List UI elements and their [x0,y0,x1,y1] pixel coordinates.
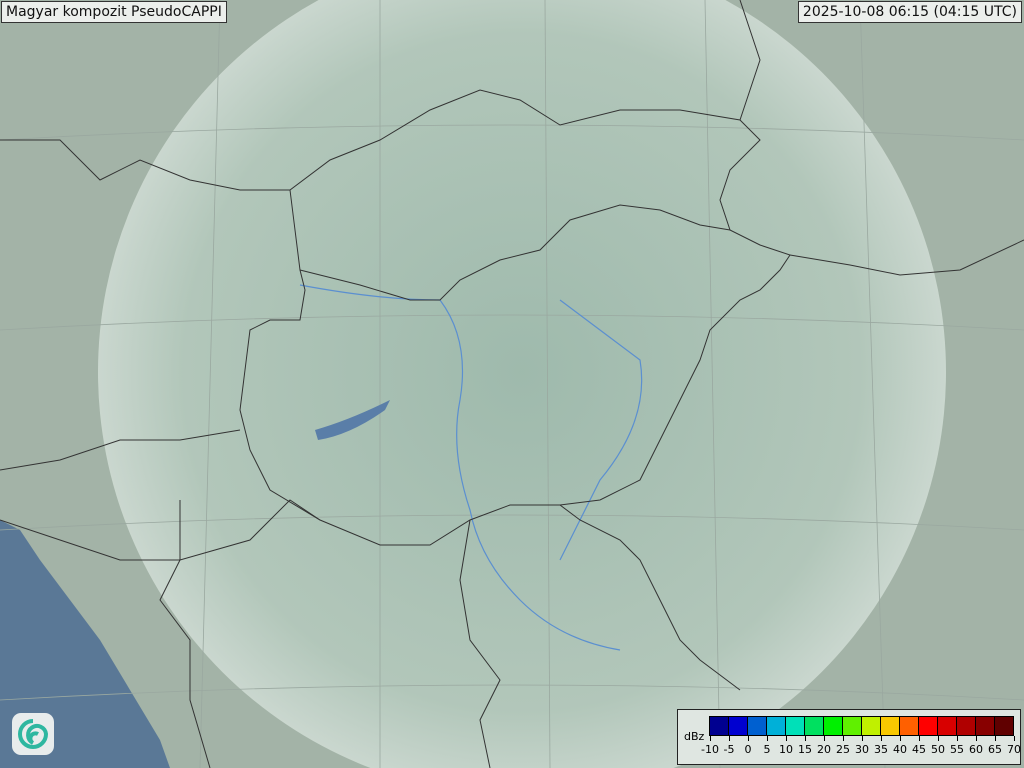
timestamp: 2025-10-08 06:15 (04:15 UTC) [797,1,1022,23]
legend-tick [729,736,730,741]
legend-tick-label: 10 [779,743,793,756]
legend-tick [995,736,996,741]
legend-tick [862,736,863,741]
legend-tick-label: 70 [1007,743,1021,756]
legend-tick [786,736,787,741]
color-swatch [976,717,995,735]
color-bar [709,716,1014,736]
legend-unit: dBz [684,730,705,743]
color-swatch [862,717,881,735]
legend-tick [748,736,749,741]
color-swatch [767,717,786,735]
legend-ticks: -10 -5 0 5 10 15 20 25 30 35 40 45 50 55 60 65 70 [701,736,1021,760]
map-title: Magyar kompozit PseudoCAPPI [1,1,227,23]
legend-tick [767,736,768,741]
legend-tick-label: 50 [931,743,945,756]
legend-tick [1014,736,1015,741]
color-swatch [957,717,976,735]
legend-tick [957,736,958,741]
legend-tick-label: 30 [855,743,869,756]
color-swatch [919,717,938,735]
legend-tick-label: 60 [969,743,983,756]
legend-tick-label: 45 [912,743,926,756]
dbz-color-legend: dBz -10 -5 0 5 10 15 20 25 30 35 40 45 50 55 60 65 70 [677,709,1021,765]
adriatic-sea [0,520,170,768]
color-swatch [748,717,767,735]
color-swatch [805,717,824,735]
radar-coverage-area [98,0,946,768]
color-swatch [710,717,729,735]
color-swatch [786,717,805,735]
legend-tick-label: 35 [874,743,888,756]
lake-balaton [315,400,390,440]
color-swatch [995,717,1013,735]
color-swatch [881,717,900,735]
legend-tick [881,736,882,741]
legend-tick-label: 15 [798,743,812,756]
legend-tick-label: -5 [723,743,735,756]
legend-tick [805,736,806,741]
legend-tick-label: 0 [744,743,752,756]
legend-tick [843,736,844,741]
legend-tick-label: 40 [893,743,907,756]
color-swatch [729,717,748,735]
legend-tick [710,736,711,741]
legend-tick-label: 55 [950,743,964,756]
legend-tick [938,736,939,741]
color-swatch [824,717,843,735]
legend-tick-label: -10 [701,743,719,756]
legend-tick [976,736,977,741]
legend-tick-label: 25 [836,743,850,756]
legend-tick-label: 5 [763,743,771,756]
legend-tick-label: 65 [988,743,1002,756]
legend-tick [900,736,901,741]
legend-tick [919,736,920,741]
legend-tick-label: 20 [817,743,831,756]
legend-tick [824,736,825,741]
swirl-logo-icon[interactable] [12,713,54,755]
color-swatch [938,717,957,735]
color-swatch [843,717,862,735]
color-swatch [900,717,919,735]
